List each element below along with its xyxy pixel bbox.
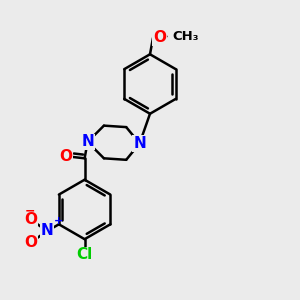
Text: N: N [81,134,94,149]
Text: −: − [25,204,35,217]
Text: Cl: Cl [76,248,93,262]
Text: +: + [54,217,63,226]
Text: O: O [153,30,166,45]
Text: O: O [24,235,38,250]
Text: N: N [41,224,54,238]
Text: CH₃: CH₃ [172,30,199,43]
Text: O: O [60,149,73,164]
Text: N: N [133,136,146,151]
Text: O: O [24,212,38,227]
